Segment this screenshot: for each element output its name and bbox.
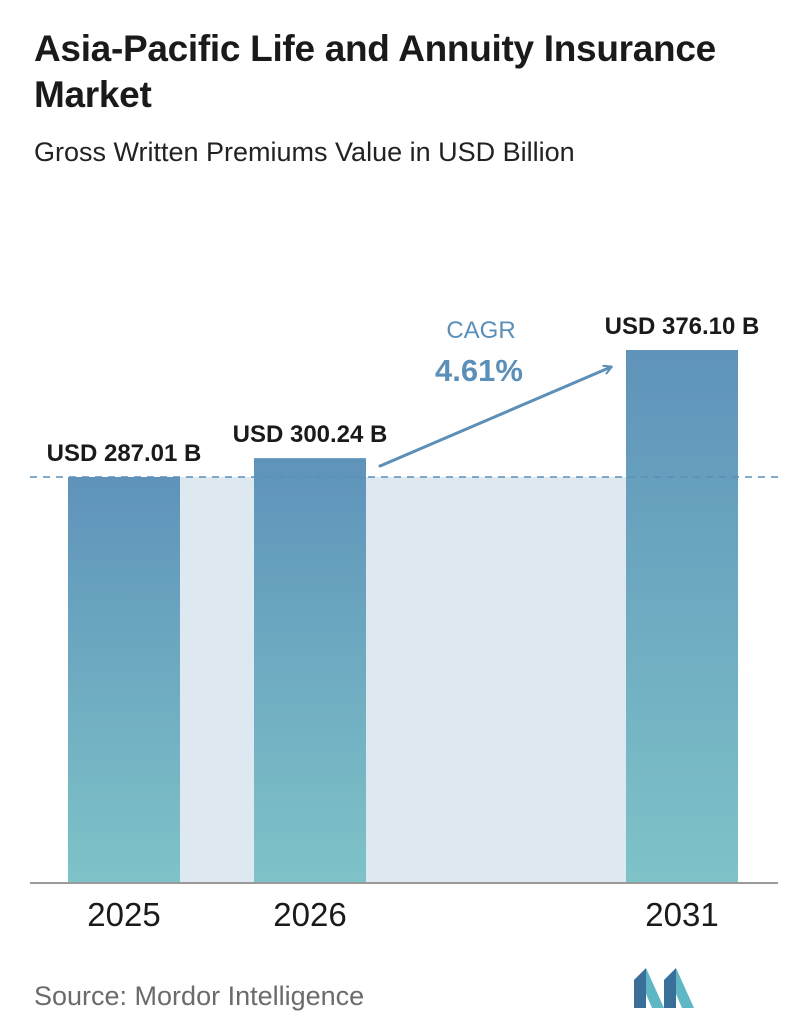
data-labels: USD 287.01 B USD 300.24 B USD 376.10 B [47, 313, 760, 467]
bar-2026 [254, 458, 366, 882]
cagr-arrow [378, 367, 611, 468]
bar-gap-bands [180, 477, 626, 882]
x-tick-2025: 2025 [87, 896, 160, 933]
data-label-2025: USD 287.01 B [47, 440, 202, 467]
x-tick-2031: 2031 [645, 896, 718, 933]
bar-2031 [626, 350, 738, 882]
x-tick-2026: 2026 [273, 896, 346, 933]
chart-title: Asia-Pacific Life and Annuity Insurance … [34, 28, 716, 115]
cagr-label: CAGR [446, 317, 515, 344]
chart-subtitle: Gross Written Premiums Value in USD Bill… [34, 137, 575, 167]
cagr-value: 4.61% [435, 353, 523, 388]
gap-band [366, 477, 626, 882]
x-tick-labels: 2025 2026 2031 [87, 896, 718, 933]
bar-chart: USD 287.01 B USD 300.24 B USD 376.10 B 202… [30, 313, 780, 933]
source-note: Source: Mordor Intelligence [34, 981, 365, 1011]
data-label-2031: USD 376.10 B [605, 313, 760, 340]
mordor-intelligence-logo-icon [634, 968, 694, 1008]
bar-2025 [68, 477, 180, 882]
data-label-2026: USD 300.24 B [233, 421, 388, 448]
gap-band [180, 477, 254, 882]
bars [68, 350, 738, 882]
cagr-annotation: CAGR 4.61% [378, 317, 611, 468]
